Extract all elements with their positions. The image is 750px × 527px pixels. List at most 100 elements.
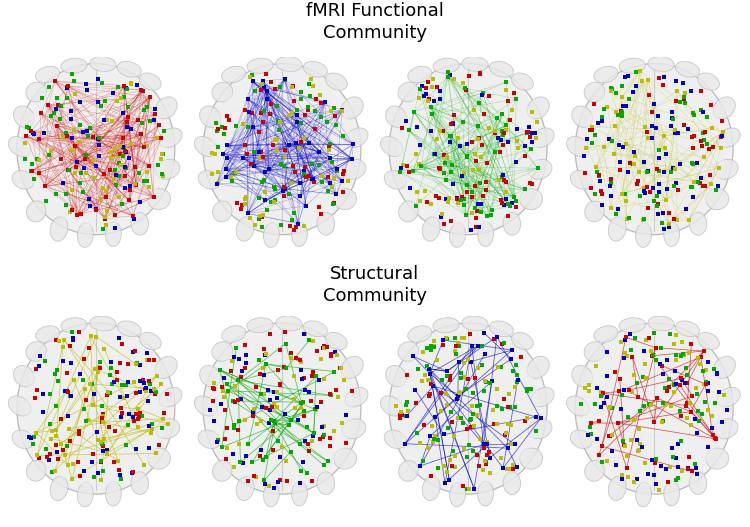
Point — [292, 219, 304, 228]
Point — [268, 136, 280, 144]
Point — [50, 432, 62, 441]
Point — [498, 201, 510, 209]
Point — [592, 168, 604, 176]
Point — [237, 459, 249, 467]
Point — [244, 73, 256, 82]
Point — [622, 72, 634, 81]
Point — [666, 114, 678, 122]
Point — [120, 84, 132, 92]
Point — [455, 374, 467, 383]
Point — [77, 128, 89, 136]
Point — [395, 408, 407, 416]
Point — [118, 93, 130, 101]
Point — [670, 96, 682, 105]
Point — [96, 414, 108, 422]
Point — [496, 199, 508, 207]
Point — [142, 183, 154, 192]
Point — [117, 133, 129, 142]
Point — [97, 447, 109, 456]
Point — [705, 180, 717, 189]
Point — [117, 152, 129, 160]
Point — [87, 401, 99, 409]
Point — [692, 407, 704, 416]
Point — [297, 458, 309, 466]
Point — [692, 391, 703, 399]
Point — [442, 198, 454, 206]
Ellipse shape — [585, 461, 604, 481]
Point — [472, 200, 484, 209]
Point — [437, 336, 449, 344]
Point — [463, 72, 475, 80]
Point — [338, 167, 350, 175]
Point — [142, 422, 154, 430]
Point — [74, 430, 86, 438]
Point — [254, 154, 266, 162]
Point — [308, 429, 320, 437]
Point — [442, 73, 454, 81]
Point — [103, 423, 115, 432]
Point — [62, 82, 74, 91]
Point — [97, 440, 109, 448]
Point — [127, 211, 139, 220]
Point — [523, 122, 535, 131]
Point — [124, 186, 136, 194]
Point — [498, 339, 510, 347]
Point — [19, 139, 31, 147]
Point — [209, 119, 221, 127]
Point — [303, 139, 315, 148]
Point — [428, 336, 440, 345]
Point — [134, 387, 146, 396]
Ellipse shape — [159, 387, 182, 407]
Ellipse shape — [384, 430, 406, 448]
Point — [311, 403, 323, 412]
Point — [439, 220, 451, 228]
Point — [461, 140, 473, 148]
Point — [113, 471, 125, 480]
Point — [114, 150, 126, 158]
Ellipse shape — [26, 461, 46, 481]
Point — [274, 118, 286, 126]
Point — [702, 379, 714, 387]
Point — [446, 217, 458, 226]
Point — [394, 168, 406, 176]
Point — [30, 365, 42, 373]
Point — [623, 214, 635, 222]
Point — [144, 93, 156, 101]
Point — [471, 451, 483, 460]
Point — [102, 387, 114, 396]
Point — [74, 370, 86, 378]
Point — [461, 485, 473, 494]
Point — [293, 143, 305, 152]
Point — [95, 458, 107, 466]
Point — [452, 392, 464, 401]
Point — [226, 357, 238, 365]
Point — [31, 428, 43, 437]
Point — [583, 386, 595, 395]
Point — [235, 205, 247, 213]
Point — [298, 133, 310, 142]
Point — [297, 398, 309, 406]
Point — [260, 196, 272, 204]
Point — [230, 122, 242, 130]
Ellipse shape — [584, 341, 604, 362]
Point — [479, 377, 491, 385]
Point — [118, 163, 130, 171]
Point — [262, 94, 274, 103]
Ellipse shape — [433, 58, 459, 73]
Point — [246, 109, 258, 118]
Point — [313, 203, 325, 212]
Point — [520, 385, 532, 394]
Point — [704, 171, 716, 179]
Point — [57, 343, 69, 351]
Point — [470, 222, 482, 231]
Point — [260, 453, 272, 462]
Point — [156, 170, 168, 179]
Point — [602, 372, 613, 380]
Point — [43, 456, 55, 464]
Point — [472, 223, 484, 231]
Point — [340, 411, 352, 419]
Point — [33, 155, 45, 164]
Point — [667, 108, 679, 116]
Point — [706, 124, 718, 132]
Point — [283, 421, 295, 429]
